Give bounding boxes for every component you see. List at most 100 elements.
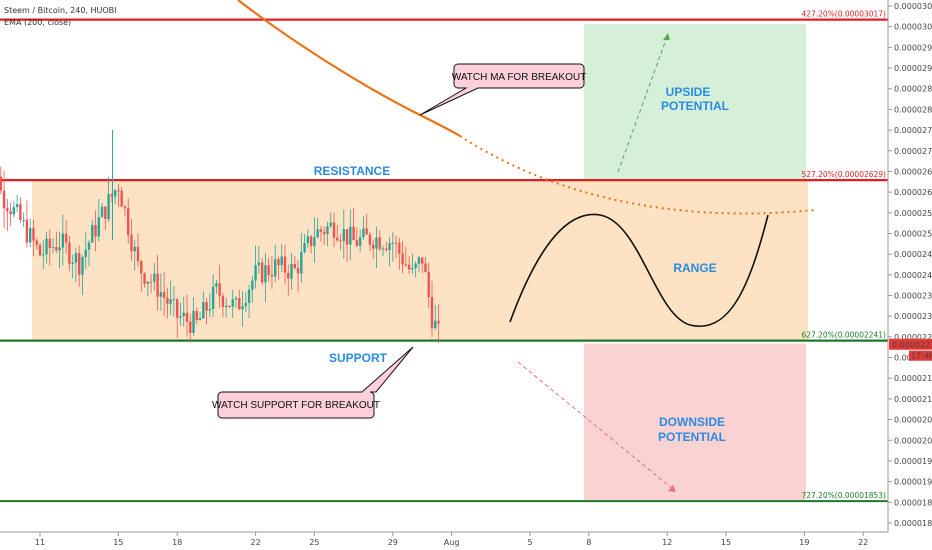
- levels-layer: 427.20%(0.00003017) 527.20%(0.00002629) 62…: [0, 10, 888, 503]
- candle: [179, 302, 182, 326]
- price-tick-label: 0.00002000: [894, 436, 932, 445]
- candle-body: [434, 320, 437, 329]
- candle: [48, 229, 51, 266]
- price-tick-label: 0.00002700: [894, 147, 932, 156]
- candle-body: [29, 228, 32, 243]
- candle-body: [221, 296, 225, 308]
- candle: [287, 264, 290, 296]
- candle: [427, 262, 430, 309]
- candle-body: [195, 310, 198, 321]
- candle: [87, 239, 91, 267]
- candle-body: [211, 286, 215, 310]
- candle: [300, 232, 303, 283]
- time-tick-label: Aug: [444, 538, 460, 547]
- candle-body: [22, 219, 25, 221]
- candle: [55, 231, 58, 254]
- candle-body: [117, 190, 120, 192]
- candle-body: [123, 206, 127, 209]
- candle: [329, 212, 332, 229]
- candle-body: [127, 208, 130, 235]
- candle: [195, 307, 198, 325]
- candle: [205, 298, 208, 325]
- candle-body: [19, 204, 22, 220]
- candle-body: [244, 303, 247, 307]
- downside-zone: [584, 343, 806, 501]
- price-tick-label: 0.00002150: [894, 374, 932, 383]
- time-tick-label: 18: [172, 538, 182, 547]
- candle-body: [274, 259, 277, 277]
- candle: [303, 233, 306, 254]
- candle: [417, 256, 421, 272]
- candle: [140, 259, 143, 292]
- candle-body: [133, 246, 136, 252]
- candle: [159, 273, 163, 311]
- candle: [100, 203, 104, 218]
- candle: [323, 226, 326, 245]
- price-tick-label: 0.00001950: [894, 457, 932, 466]
- candle-body: [107, 194, 110, 220]
- candle-body: [9, 211, 12, 215]
- candle-body: [58, 247, 61, 251]
- price-tick-label: 0.00002600: [894, 188, 932, 197]
- candle: [280, 243, 283, 273]
- candle-body: [247, 289, 251, 304]
- candle: [149, 273, 153, 294]
- candle-body: [153, 273, 156, 282]
- candle-body: [316, 229, 319, 238]
- candle: [130, 219, 133, 261]
- price-tick-label: 0.00002250: [894, 333, 932, 342]
- candle-body: [218, 283, 221, 297]
- candle-body: [313, 237, 316, 247]
- candle-body: [208, 309, 212, 311]
- candle: [61, 214, 65, 266]
- price-tick-label: 0.00001900: [894, 478, 932, 487]
- candle: [211, 274, 215, 318]
- candle-body: [6, 208, 9, 212]
- candle: [381, 245, 385, 256]
- candle-body: [319, 229, 323, 232]
- candle-body: [166, 297, 169, 304]
- candle-body: [172, 299, 176, 301]
- candle-body: [358, 237, 362, 246]
- candle: [9, 202, 12, 226]
- candle-body: [323, 231, 326, 235]
- candle: [104, 206, 107, 231]
- callout-watch-support: WATCH SUPPORT FOR BREAKOUT: [212, 346, 414, 419]
- candle: [293, 256, 296, 270]
- candle-body: [176, 299, 179, 318]
- candle: [172, 286, 176, 317]
- candle-body: [283, 256, 287, 273]
- candle: [365, 213, 368, 235]
- candle-body: [74, 253, 78, 263]
- candle-body: [104, 206, 107, 220]
- candle-body: [71, 262, 74, 264]
- candle: [29, 218, 32, 248]
- price-tick-label: 0.00001850: [894, 498, 932, 507]
- candle: [404, 246, 408, 268]
- candle: [22, 212, 25, 228]
- candle: [430, 280, 434, 338]
- candle-body: [280, 256, 283, 266]
- candle: [388, 236, 391, 267]
- candle: [260, 258, 264, 286]
- time-tick-label: 5: [527, 538, 532, 547]
- time-tick-label: 15: [113, 538, 123, 547]
- candle-body: [78, 253, 81, 275]
- candle-body: [411, 267, 414, 270]
- candle-body: [355, 240, 359, 246]
- candle-body: [182, 312, 185, 317]
- price-tick-label: 0.00002350: [894, 292, 932, 301]
- price-tick-label: 0.00003050: [894, 2, 932, 11]
- candle: [394, 235, 398, 259]
- candle: [162, 272, 166, 317]
- candle-body: [368, 234, 372, 245]
- candle: [309, 235, 313, 254]
- level-label-resistance: 527.20%(0.00002629): [801, 170, 886, 179]
- candle-body: [130, 234, 133, 252]
- candle-body: [45, 238, 48, 255]
- time-tick-label: 29: [388, 538, 398, 547]
- candle-body: [352, 226, 355, 241]
- candle-body: [87, 242, 91, 250]
- candle-body: [113, 190, 117, 197]
